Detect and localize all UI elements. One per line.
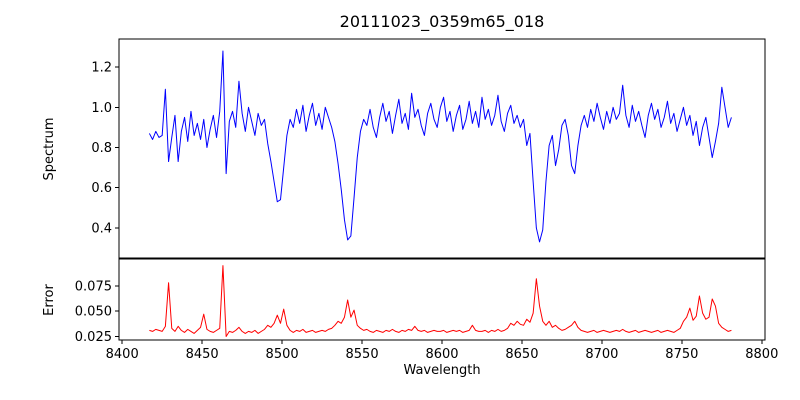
svg-text:8450: 8450 — [186, 347, 219, 362]
svg-text:8650: 8650 — [505, 347, 538, 362]
svg-text:8400: 8400 — [106, 347, 139, 362]
svg-text:8800: 8800 — [745, 347, 778, 362]
svg-text:8500: 8500 — [266, 347, 299, 362]
svg-text:8700: 8700 — [585, 347, 618, 362]
chart-title: 20111023_0359m65_018 — [339, 12, 545, 31]
svg-text:1.2: 1.2 — [91, 61, 112, 76]
tick-labels-layer: 0.4 0.6 0.8 1.0 1.2 0.025 0.050 0.075 8400 8450 85… — [75, 61, 779, 362]
axes-layer — [118, 38, 766, 341]
spectrum-trace — [148, 50, 732, 243]
svg-text:0.8: 0.8 — [91, 141, 112, 156]
svg-text:8600: 8600 — [425, 347, 458, 362]
svg-text:0.4: 0.4 — [91, 221, 112, 236]
x-axis-label: Wavelength — [403, 363, 481, 378]
svg-text:0.6: 0.6 — [91, 181, 112, 196]
tick-marks-layer — [115, 66, 763, 344]
svg-text:1.0: 1.0 — [91, 101, 112, 116]
svg-text:8550: 8550 — [346, 347, 379, 362]
error-trace — [149, 265, 732, 337]
svg-text:0.075: 0.075 — [75, 279, 112, 294]
svg-text:0.025: 0.025 — [75, 330, 112, 345]
svg-text:0.050: 0.050 — [75, 305, 112, 320]
svg-text:8750: 8750 — [665, 347, 698, 362]
